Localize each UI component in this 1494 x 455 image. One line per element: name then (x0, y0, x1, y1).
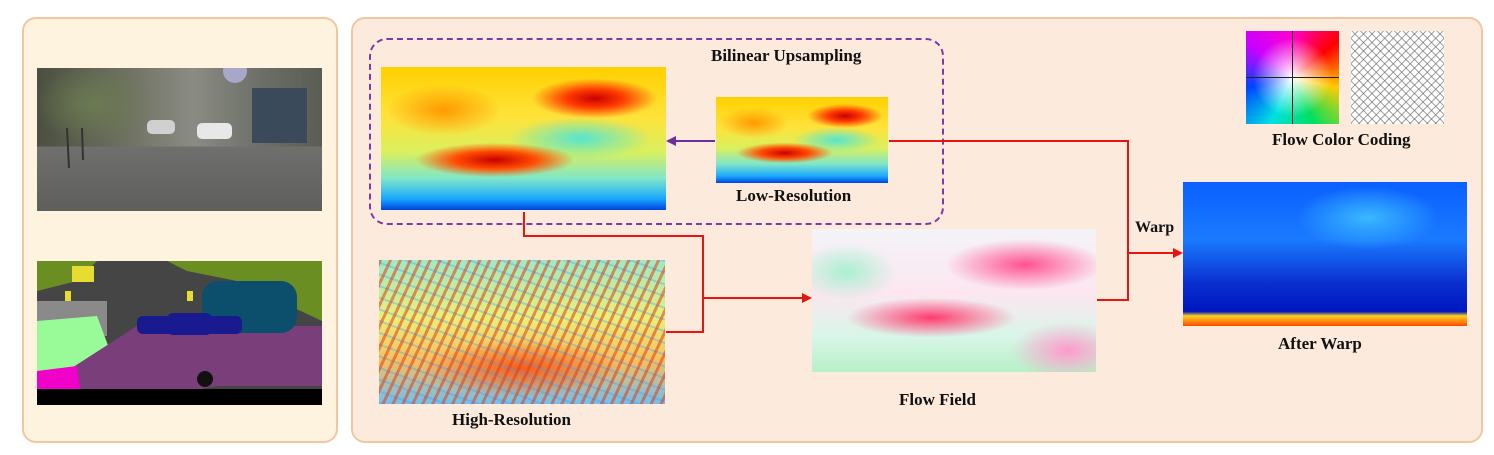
car-shape (197, 123, 232, 139)
upsampled-to-flow-line (523, 212, 704, 298)
car-shape-2 (147, 120, 175, 134)
low-resolution-feature-map (716, 97, 888, 183)
flow-vector-field (1351, 31, 1444, 124)
bilinear-upsampling-label: Bilinear Upsampling (711, 46, 862, 65)
lowres-to-warp-line (889, 140, 1129, 253)
flow-to-warp-line (1097, 253, 1129, 301)
flow-color-wheel (1246, 31, 1339, 124)
segmentation-map (37, 261, 322, 405)
sun-glare (223, 68, 247, 83)
upsampling-region-box (369, 38, 944, 225)
flow-field-map (812, 229, 1096, 372)
flow-color-coding-label: Flow Color Coding (1272, 130, 1411, 149)
highres-to-flow-line (666, 298, 704, 333)
after-warp-label: After Warp (1278, 334, 1362, 353)
street-scene-image (37, 68, 322, 211)
high-resolution-feature-map (379, 260, 665, 404)
upsampled-feature-map (381, 67, 666, 210)
bus-shape (252, 88, 307, 143)
high-resolution-label: High-Resolution (452, 410, 572, 429)
low-resolution-label: Low-Resolution (736, 186, 852, 205)
warp-label: Warp (1135, 219, 1175, 236)
after-warp-map (1183, 182, 1467, 326)
flow-field-label: Flow Field (899, 390, 976, 409)
